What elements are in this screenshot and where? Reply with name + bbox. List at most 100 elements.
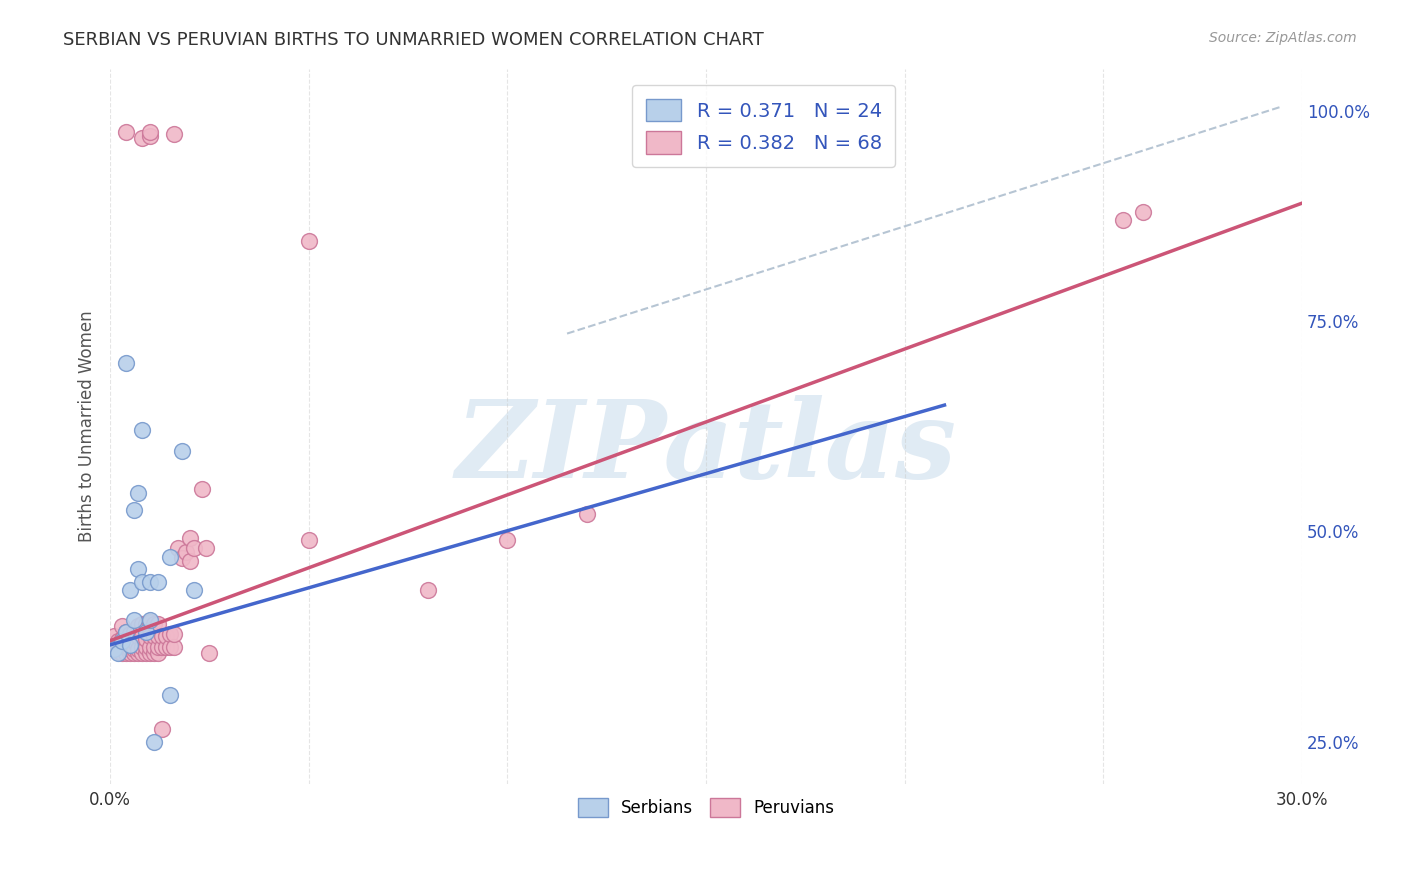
Point	[115, 356, 138, 370]
Point	[118, 627, 141, 641]
Point	[163, 627, 186, 641]
Y-axis label: Births to Unmarried Women: Births to Unmarried Women	[79, 310, 96, 542]
Point	[131, 423, 153, 437]
Point	[107, 646, 129, 660]
Point	[115, 640, 138, 655]
Point	[131, 130, 153, 145]
Point	[163, 640, 186, 655]
Point	[179, 531, 201, 545]
Point	[118, 583, 141, 598]
Point	[139, 630, 162, 644]
Point	[135, 625, 157, 640]
Legend: Serbians, Peruvians: Serbians, Peruvians	[569, 789, 842, 825]
Point	[146, 793, 169, 807]
Point	[155, 630, 177, 644]
Point	[1132, 204, 1154, 219]
Point	[139, 640, 162, 655]
Point	[159, 640, 181, 655]
Point	[115, 625, 138, 640]
Point	[135, 616, 157, 631]
Point	[183, 541, 205, 556]
Point	[111, 618, 134, 632]
Point	[150, 640, 173, 655]
Point	[122, 625, 145, 640]
Text: Source: ZipAtlas.com: Source: ZipAtlas.com	[1209, 31, 1357, 45]
Point	[575, 508, 598, 522]
Point	[159, 627, 181, 641]
Point	[127, 642, 149, 657]
Point	[118, 642, 141, 657]
Point	[179, 554, 201, 568]
Point	[131, 640, 153, 655]
Point	[139, 125, 162, 139]
Point	[111, 646, 134, 660]
Point	[183, 583, 205, 598]
Point	[139, 646, 162, 660]
Point	[1112, 213, 1135, 227]
Point	[146, 616, 169, 631]
Point	[190, 482, 212, 496]
Point	[166, 541, 188, 556]
Point	[150, 722, 173, 736]
Point	[118, 635, 141, 649]
Point	[115, 633, 138, 648]
Point	[127, 618, 149, 632]
Point	[142, 646, 165, 660]
Point	[103, 642, 125, 657]
Point	[142, 616, 165, 631]
Point	[150, 793, 173, 807]
Point	[139, 613, 162, 627]
Point	[107, 633, 129, 648]
Point	[159, 689, 181, 703]
Point	[131, 574, 153, 589]
Point	[118, 638, 141, 652]
Point	[127, 646, 149, 660]
Point	[122, 613, 145, 627]
Point	[146, 640, 169, 655]
Text: SERBIAN VS PERUVIAN BIRTHS TO UNMARRIED WOMEN CORRELATION CHART: SERBIAN VS PERUVIAN BIRTHS TO UNMARRIED …	[63, 31, 763, 49]
Point	[127, 630, 149, 644]
Point	[159, 549, 181, 564]
Point	[198, 646, 221, 660]
Point	[163, 127, 186, 141]
Point	[118, 646, 141, 660]
Point	[139, 615, 162, 630]
Point	[115, 125, 138, 139]
Point	[122, 646, 145, 660]
Point	[170, 444, 193, 458]
Point	[103, 630, 125, 644]
Point	[142, 640, 165, 655]
Point	[416, 583, 439, 598]
Point	[111, 633, 134, 648]
Point	[142, 630, 165, 644]
Text: ZIPatlas: ZIPatlas	[456, 394, 956, 500]
Point	[174, 545, 197, 559]
Point	[146, 574, 169, 589]
Point	[298, 533, 321, 547]
Point	[103, 638, 125, 652]
Point	[107, 644, 129, 658]
Point	[127, 486, 149, 500]
Point	[122, 503, 145, 517]
Point	[131, 646, 153, 660]
Point	[111, 632, 134, 646]
Point	[122, 633, 145, 648]
Point	[131, 616, 153, 631]
Point	[155, 640, 177, 655]
Point	[139, 574, 162, 589]
Point	[115, 646, 138, 660]
Point	[122, 642, 145, 657]
Point	[496, 533, 519, 547]
Point	[146, 646, 169, 660]
Point	[131, 630, 153, 644]
Point	[139, 128, 162, 143]
Point	[194, 541, 217, 556]
Point	[135, 646, 157, 660]
Point	[146, 630, 169, 644]
Point	[298, 234, 321, 248]
Point	[135, 640, 157, 655]
Point	[127, 562, 149, 576]
Point	[142, 734, 165, 748]
Point	[115, 625, 138, 640]
Point	[135, 632, 157, 646]
